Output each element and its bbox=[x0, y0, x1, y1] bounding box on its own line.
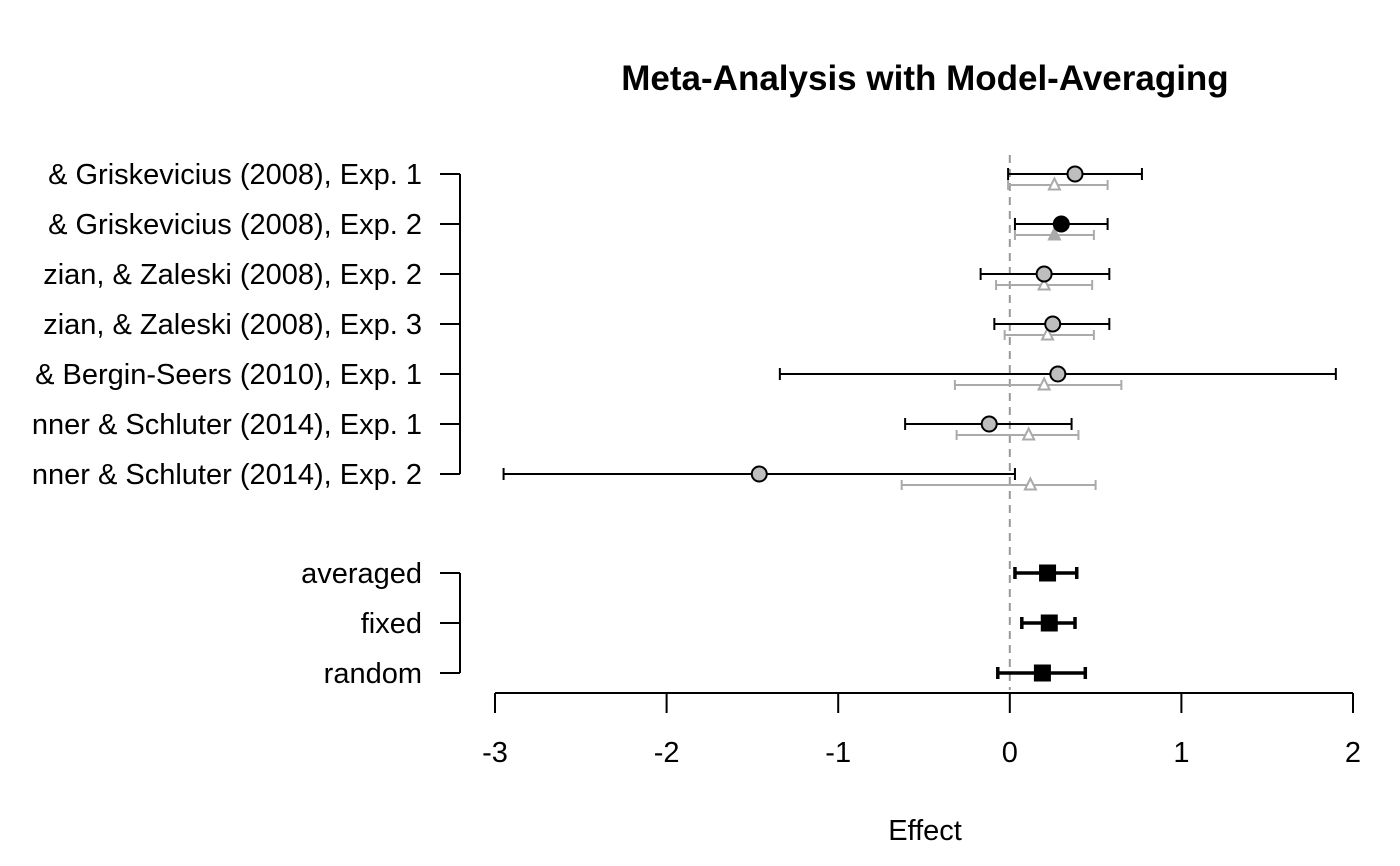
estimated-interval bbox=[900, 480, 1097, 490]
summary-point bbox=[1033, 664, 1051, 682]
observed-point bbox=[1052, 215, 1070, 233]
study-label: & Bergin-Seers (2010), Exp. 1 bbox=[35, 359, 422, 391]
observed-point bbox=[1035, 265, 1053, 283]
chart-title: Meta-Analysis with Model-Averaging bbox=[621, 59, 1228, 98]
study-label: & Griskevicius (2008), Exp. 2 bbox=[48, 209, 422, 241]
observed-point bbox=[1049, 365, 1067, 383]
x-tick-label: -2 bbox=[654, 737, 680, 769]
observed-point bbox=[750, 465, 768, 483]
summary-label: random bbox=[324, 658, 422, 690]
study-label: & Griskevicius (2008), Exp. 1 bbox=[48, 159, 422, 191]
summary-point bbox=[1039, 564, 1057, 582]
estimated-point bbox=[1037, 376, 1052, 391]
study-label: nner & Schluter (2014), Exp. 1 bbox=[32, 409, 422, 441]
summary-label: averaged bbox=[301, 558, 422, 590]
study-label: zian, & Zaleski (2008), Exp. 3 bbox=[43, 309, 422, 341]
x-tick-label: 0 bbox=[1002, 737, 1018, 769]
estimated-interval bbox=[953, 380, 1123, 390]
estimated-point bbox=[1047, 226, 1062, 241]
estimated-interval bbox=[955, 430, 1080, 440]
study-label: nner & Schluter (2014), Exp. 2 bbox=[32, 459, 422, 491]
summary-point bbox=[1040, 614, 1058, 632]
summary-label: fixed bbox=[361, 608, 422, 640]
estimated-point bbox=[1021, 426, 1036, 441]
observed-point bbox=[1066, 165, 1084, 183]
x-tick-label: -1 bbox=[825, 737, 851, 769]
x-tick-label: 1 bbox=[1173, 737, 1189, 769]
x-axis-label: Effect bbox=[888, 815, 962, 847]
observed-point bbox=[980, 415, 998, 433]
estimated-point bbox=[1023, 476, 1038, 491]
estimated-point bbox=[1040, 326, 1055, 341]
observed-point bbox=[1044, 315, 1062, 333]
estimated-point bbox=[1037, 276, 1052, 291]
x-tick-label: 2 bbox=[1345, 737, 1361, 769]
study-label: zian, & Zaleski (2008), Exp. 2 bbox=[43, 259, 422, 291]
x-tick-label: -3 bbox=[482, 737, 508, 769]
estimated-point bbox=[1047, 176, 1062, 191]
plot-layer: & Griskevicius (2008), Exp. 1 & Griskevic… bbox=[32, 155, 1361, 769]
